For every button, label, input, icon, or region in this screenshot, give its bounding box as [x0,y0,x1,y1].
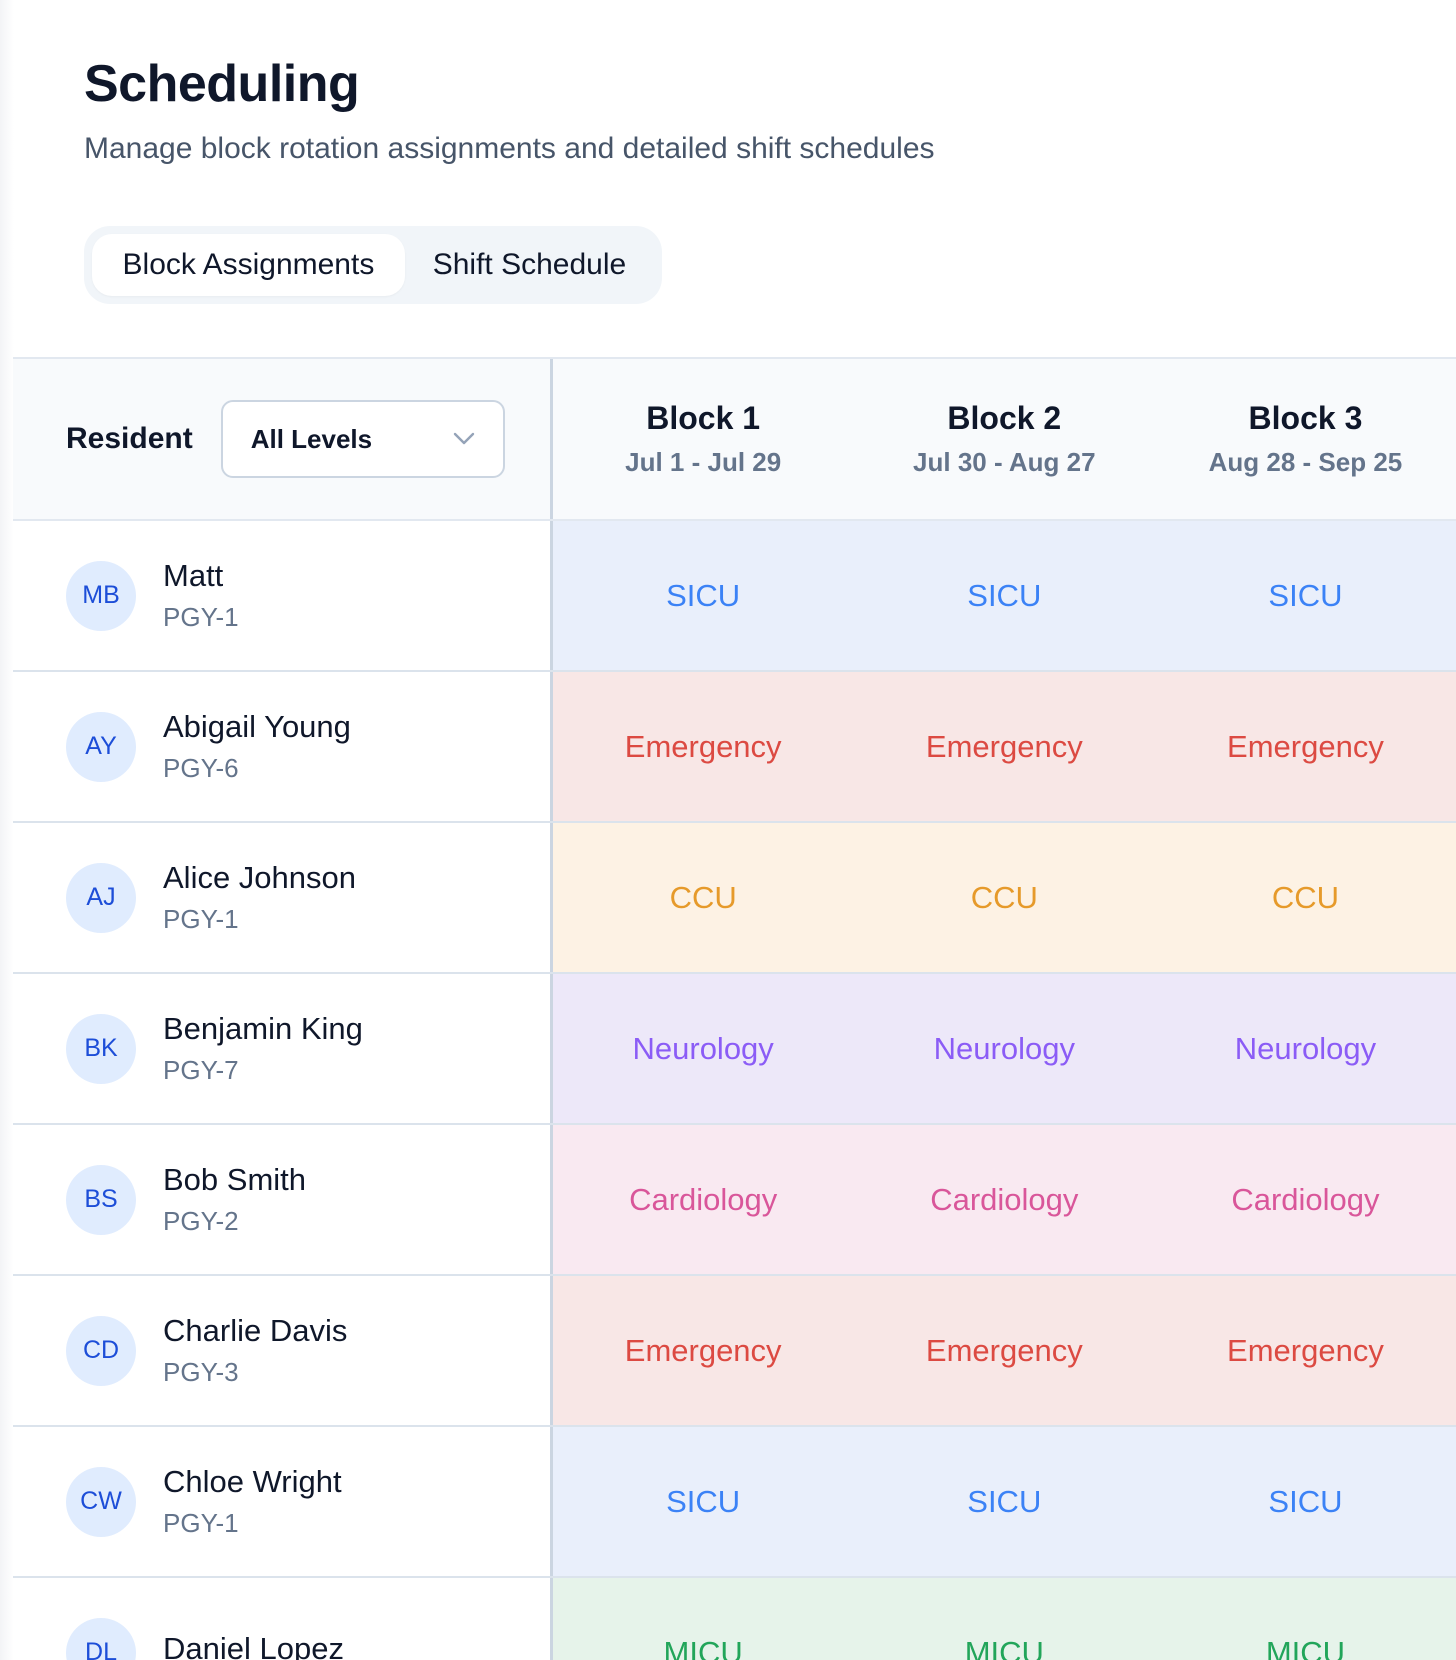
avatar: DL [66,1617,136,1660]
avatar: BK [66,1013,136,1084]
assignment-cell[interactable]: MICU [552,1578,854,1660]
block-name: Block 3 [1248,400,1363,436]
resident-cell[interactable]: CW Chloe Wright PGY-1 [13,1427,553,1576]
assignment-cell[interactable]: Emergency [1154,1276,1456,1425]
avatar: BS [66,1164,136,1235]
resident-cell[interactable]: BS Bob Smith PGY-2 [13,1125,553,1274]
avatar: CW [66,1466,136,1537]
assignment-cell[interactable]: Cardiology [1154,1125,1456,1274]
chevron-down-icon [453,432,474,445]
resident-level: PGY-1 [163,904,239,934]
assignment-cell[interactable]: SICU [552,1427,854,1576]
avatar: CD [66,1315,136,1386]
assignment-cell[interactable]: CCU [853,823,1155,972]
level-filter-value: All Levels [250,423,373,454]
assignment-cell[interactable]: SICU [1154,1427,1456,1576]
page-header: Scheduling Manage block rotation assignm… [84,54,935,166]
assignment-cell[interactable]: SICU [552,521,854,670]
resident-row: CD Charlie Davis PGY-3 Emergency Emergen… [13,1276,1456,1427]
resident-cell[interactable]: MB Matt PGY-1 [13,521,553,670]
resident-info: Daniel Lopez [163,1631,344,1660]
resident-row: DL Daniel Lopez MICU MICU MICU [13,1578,1456,1660]
resident-column-label: Resident [66,422,193,455]
assignment-cell[interactable]: Emergency [552,672,854,821]
level-filter-select[interactable]: All Levels [220,400,505,478]
tab-block-assignments[interactable]: Block Assignments [92,234,405,296]
block-assignment-grid: Resident All Levels Block 1 Jul 1 - Jul … [13,357,1456,1660]
resident-row: CW Chloe Wright PGY-1 SICU SICU SICU [13,1427,1456,1578]
resident-row: BS Bob Smith PGY-2 Cardiology Cardiology… [13,1125,1456,1276]
assignment-cell[interactable]: Neurology [1154,974,1456,1123]
assignment-cell[interactable]: MICU [1154,1578,1456,1660]
resident-row: AJ Alice Johnson PGY-1 CCU CCU CCU [13,823,1456,974]
resident-info: Bob Smith PGY-2 [163,1162,306,1237]
resident-info: Charlie Davis PGY-3 [163,1313,347,1388]
resident-name: Matt [163,558,224,593]
resident-row: BK Benjamin King PGY-7 Neurology Neurolo… [13,974,1456,1125]
resident-level: PGY-6 [163,753,239,783]
resident-level: PGY-3 [163,1357,239,1387]
resident-cell[interactable]: DL Daniel Lopez [13,1578,553,1660]
resident-name: Chloe Wright [163,1464,342,1499]
resident-name: Daniel Lopez [163,1630,344,1660]
assignment-cell[interactable]: CCU [552,823,854,972]
resident-column-header: Resident All Levels [13,359,553,519]
assignment-cell[interactable]: Emergency [1154,672,1456,821]
resident-level: PGY-2 [163,1206,239,1236]
assignment-cell[interactable]: Cardiology [552,1125,854,1274]
resident-info: Chloe Wright PGY-1 [163,1464,342,1539]
avatar: AY [66,711,136,782]
assignment-cell[interactable]: MICU [853,1578,1155,1660]
resident-name: Benjamin King [163,1011,363,1046]
resident-name: Abigail Young [163,709,351,744]
resident-info: Alice Johnson PGY-1 [163,860,356,935]
tab-shift-schedule[interactable]: Shift Schedule [432,248,627,281]
page-title: Scheduling [84,55,360,113]
assignment-cell[interactable]: SICU [853,1427,1155,1576]
resident-row: MB Matt PGY-1 SICU SICU SICU [13,521,1456,672]
block-name: Block 2 [947,400,1062,436]
resident-level: PGY-7 [163,1055,239,1085]
resident-cell[interactable]: BK Benjamin King PGY-7 [13,974,553,1123]
resident-info: Benjamin King PGY-7 [163,1011,363,1086]
assignment-cell[interactable]: SICU [1154,521,1456,670]
grid-body: MB Matt PGY-1 SICU SICU SICU AY Abigail … [13,521,1456,1660]
block-dates: Jul 30 - Aug 27 [913,447,1096,477]
resident-level: PGY-1 [163,602,239,632]
block-1-header: Block 1 Jul 1 - Jul 29 [553,359,854,519]
resident-name: Charlie Davis [163,1313,348,1348]
resident-name: Alice Johnson [163,860,357,895]
assignment-cell[interactable]: CCU [1154,823,1456,972]
resident-level: PGY-1 [163,1508,239,1538]
block-dates: Jul 1 - Jul 29 [625,447,782,477]
resident-cell[interactable]: AY Abigail Young PGY-6 [13,672,553,821]
block-2-header: Block 2 Jul 30 - Aug 27 [854,359,1155,519]
assignment-cell[interactable]: Neurology [853,974,1155,1123]
assignment-cell[interactable]: Emergency [853,672,1155,821]
resident-cell[interactable]: CD Charlie Davis PGY-3 [13,1276,553,1425]
assignment-cell[interactable]: Emergency [552,1276,854,1425]
assignment-cell[interactable]: Neurology [552,974,854,1123]
avatar: MB [66,560,136,631]
resident-info: Abigail Young PGY-6 [163,709,351,784]
assignment-cell[interactable]: Cardiology [853,1125,1155,1274]
block-3-header: Block 3 Aug 28 - Sep 25 [1155,359,1456,519]
resident-row: AY Abigail Young PGY-6 Emergency Emergen… [13,672,1456,823]
resident-name: Bob Smith [163,1162,307,1197]
assignment-cell[interactable]: Emergency [853,1276,1155,1425]
avatar: AJ [66,862,136,933]
block-name: Block 1 [646,400,761,436]
sidebar-edge [0,0,14,1660]
page-subtitle: Manage block rotation assignments and de… [84,132,935,165]
view-tabs: Block Assignments Shift Schedule [84,226,662,304]
block-dates: Aug 28 - Sep 25 [1208,447,1403,477]
assignment-cell[interactable]: SICU [853,521,1155,670]
resident-info: Matt PGY-1 [163,558,239,633]
resident-cell[interactable]: AJ Alice Johnson PGY-1 [13,823,553,972]
grid-header: Resident All Levels Block 1 Jul 1 - Jul … [13,359,1456,521]
